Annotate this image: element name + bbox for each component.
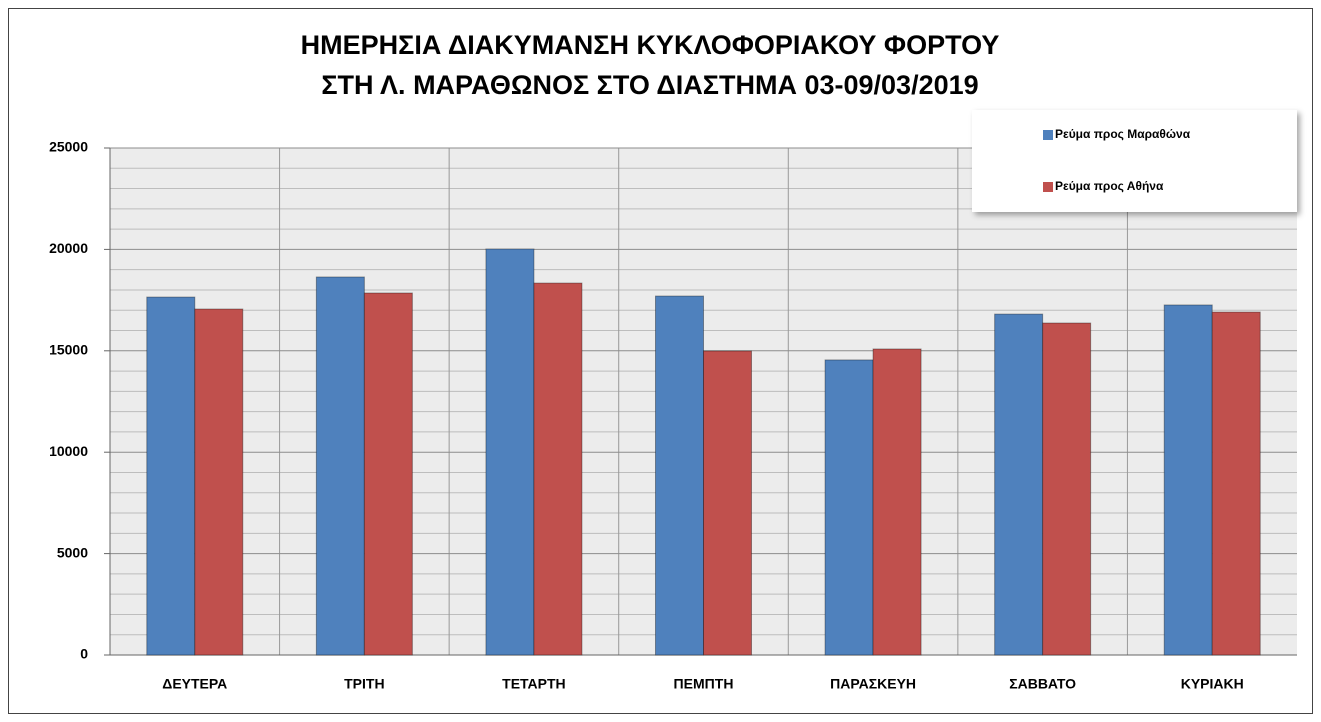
bar: [194, 308, 244, 656]
bar: [363, 292, 413, 656]
bar: [1163, 304, 1213, 656]
bar: [146, 296, 196, 656]
legend-label: Ρεύμα προς Μαραθώνα: [1055, 127, 1191, 141]
legend-box: [972, 110, 1297, 212]
y-tick-label: 15000: [49, 342, 88, 358]
legend-swatch: [1043, 182, 1053, 192]
bar: [1042, 322, 1092, 656]
bar: [315, 276, 365, 656]
x-tick-label: ΠΕΜΠΤΗ: [674, 676, 734, 692]
x-tick-label: ΠΑΡΑΣΚΕΥΗ: [830, 676, 916, 692]
y-tick-label: 20000: [49, 240, 88, 256]
bar: [485, 248, 535, 656]
bar: [655, 295, 704, 656]
legend-swatch: [1043, 130, 1053, 140]
x-tick-label: ΚΥΡΙΑΚΗ: [1181, 676, 1244, 692]
y-tick-label: 25000: [49, 139, 88, 155]
x-tick-label: ΔΕΥΤΕΡΑ: [162, 676, 227, 692]
x-tick-label: ΣΑΒΒΑΤΟ: [1009, 676, 1076, 692]
legend: Ρεύμα προς Μαραθώνα Ρεύμα προς Αθήνα: [972, 110, 1297, 212]
bar: [994, 313, 1044, 656]
chart-title: ΣΤΗ Λ. ΜΑΡΑΘΩΝΟΣ ΣΤΟ ΔΙΑΣΤΗΜΑ 03-09/03/2…: [321, 70, 978, 100]
bar: [1211, 311, 1261, 656]
bar: [824, 359, 874, 656]
y-tick-label: 5000: [57, 544, 88, 560]
x-tick-label: ΤΡΙΤΗ: [344, 676, 384, 692]
bar: [872, 348, 922, 656]
legend-label: Ρεύμα προς Αθήνα: [1055, 179, 1164, 193]
y-tick-label: 10000: [49, 443, 88, 459]
bar: [533, 282, 583, 656]
x-tick-label: ΤΕΤΑΡΤΗ: [502, 676, 566, 692]
bar: [703, 350, 752, 656]
y-tick-label: 0: [80, 646, 88, 662]
chart-title: ΗΜΕΡΗΣΙΑ ΔΙΑΚΥΜΑΝΣΗ ΚΥΚΛΟΦΟΡΙΑΚΟΥ ΦΟΡΤΟΥ: [301, 30, 1000, 60]
